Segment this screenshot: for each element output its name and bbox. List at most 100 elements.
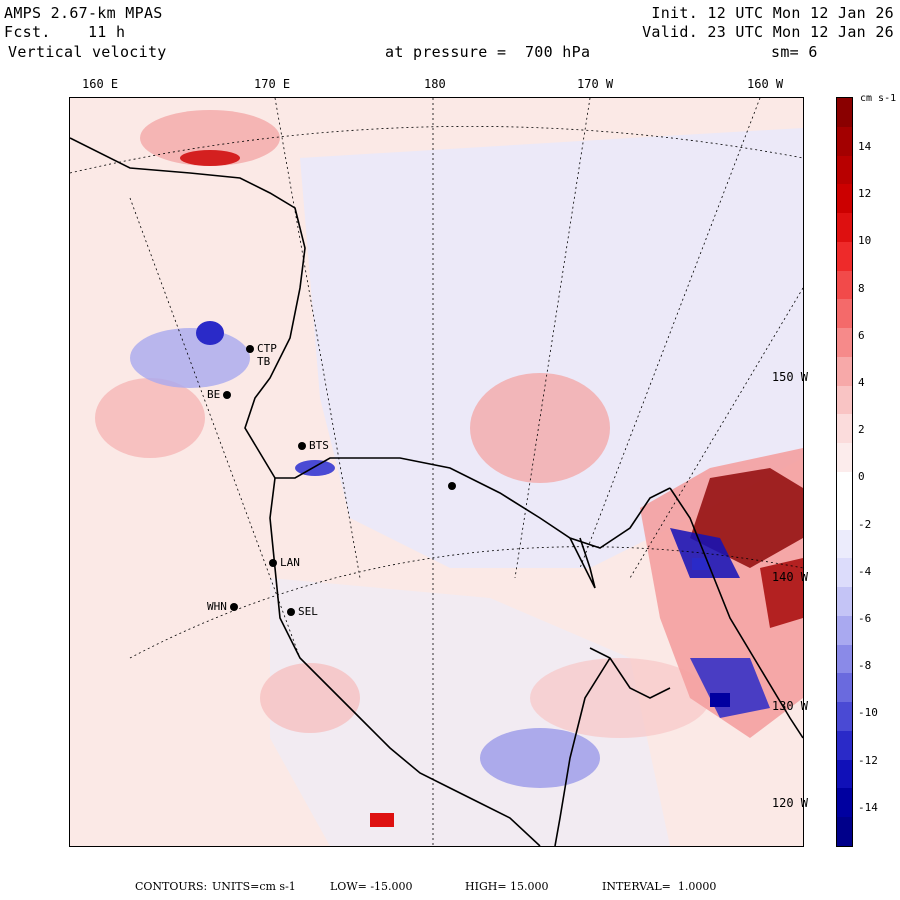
colorbar-segment bbox=[837, 500, 852, 530]
coastline bbox=[70, 137, 803, 846]
lat-label-150w: 150 W bbox=[771, 370, 808, 384]
colorbar-segment bbox=[837, 270, 852, 300]
ascent-box-south bbox=[370, 813, 394, 827]
colorbar-segment bbox=[837, 759, 852, 789]
descent-patch-w bbox=[130, 328, 250, 388]
station-dot bbox=[269, 559, 277, 567]
colorbar-segment bbox=[837, 126, 852, 156]
colorbar-tick-label: 8 bbox=[858, 281, 865, 295]
colorbar-tick-label: 10 bbox=[858, 234, 872, 248]
smoothing: sm= 6 bbox=[771, 43, 818, 61]
colorbar-tick-label: 12 bbox=[858, 187, 872, 201]
colorbar-segment bbox=[837, 241, 852, 271]
strong-descent-w bbox=[196, 321, 224, 345]
colorbar-tick-label: -6 bbox=[858, 612, 872, 625]
low-value: LOW= -15.000 bbox=[330, 880, 413, 893]
station-tb: TB bbox=[257, 355, 271, 368]
pressure-level: at pressure = 700 hPa bbox=[385, 43, 591, 61]
colorbar-segment bbox=[837, 443, 852, 473]
weak-ascent-region bbox=[300, 128, 803, 568]
colorbar-segment bbox=[837, 587, 852, 617]
descent-patch-bts bbox=[295, 460, 335, 476]
lon-label-170w: 170 W bbox=[577, 77, 614, 91]
colorbar-units: cm s-1 bbox=[860, 93, 897, 104]
colorbar-segment bbox=[837, 615, 852, 645]
graticule bbox=[70, 98, 803, 846]
valid-time: Valid. 23 UTC Mon 12 Jan 26 bbox=[642, 23, 894, 41]
ascent-patch-nw bbox=[140, 110, 280, 166]
units-info: UNITS=cm s-1 bbox=[212, 880, 296, 893]
lat-label-130w: 130 W bbox=[771, 699, 808, 713]
field-name: Vertical velocity bbox=[8, 43, 167, 61]
contours-label: CONTOURS: bbox=[135, 880, 208, 893]
colorbar-segment bbox=[837, 788, 852, 818]
high-value: HIGH= 15.000 bbox=[465, 880, 549, 893]
colorbar-tick-label: 14 bbox=[858, 140, 872, 153]
colorbar-segment bbox=[837, 328, 852, 358]
ascent-patch-sw bbox=[260, 663, 360, 733]
descent-box-1 bbox=[692, 558, 710, 570]
colorbar-segment bbox=[837, 356, 852, 386]
strong-descent-southeast bbox=[690, 658, 770, 718]
ascent-patch-s bbox=[530, 658, 710, 738]
colorbar-segment bbox=[837, 299, 852, 329]
colorbar-tick-label: -2 bbox=[858, 517, 872, 531]
station-dot bbox=[223, 391, 232, 399]
station-dot bbox=[298, 442, 306, 450]
colorbar-tick-label: -8 bbox=[858, 659, 872, 673]
colorbar-segment bbox=[837, 98, 852, 127]
colorbar-tick-label: -4 bbox=[858, 564, 872, 578]
colorbar bbox=[836, 97, 853, 847]
colorbar-segment bbox=[837, 702, 852, 732]
lat-label-140w: 140 W bbox=[771, 570, 808, 584]
station-ctp: CTP bbox=[246, 343, 277, 355]
station-sel: SEL bbox=[287, 606, 318, 618]
station-whn: WHN bbox=[207, 601, 241, 613]
station-dot bbox=[246, 345, 254, 353]
station-marker-east bbox=[448, 480, 459, 492]
station-dot bbox=[448, 482, 456, 490]
lon-label-170e: 170 E bbox=[254, 77, 291, 91]
strong-patch-nw bbox=[180, 150, 240, 166]
station-lan: LAN bbox=[269, 557, 300, 569]
colorbar-segment bbox=[837, 472, 852, 501]
colorbar-tick-label: -14 bbox=[858, 800, 878, 814]
colorbar-segment bbox=[837, 213, 852, 243]
lat-label-120w: 120 W bbox=[771, 796, 808, 810]
interval-value: INTERVAL= 1.0000 bbox=[602, 880, 717, 893]
colorbar-segment bbox=[837, 385, 852, 415]
colorbar-segment bbox=[837, 529, 852, 559]
colorbar-segment bbox=[837, 155, 852, 185]
map-panel: CTP TB BE BTS LAN WHN SEL bbox=[69, 97, 804, 847]
ascent-patch-center bbox=[470, 373, 610, 483]
colorbar-segment bbox=[837, 184, 852, 214]
station-be: BE bbox=[207, 389, 234, 401]
lon-label-180: 180 bbox=[424, 77, 446, 91]
colorbar-tick-label: -12 bbox=[858, 753, 878, 767]
colorbar-segment bbox=[837, 644, 852, 674]
colorbar-segment bbox=[837, 817, 852, 847]
colorbar-segment bbox=[837, 673, 852, 703]
colorbar-tick-label: -10 bbox=[858, 706, 878, 720]
colorbar-segment bbox=[837, 558, 852, 588]
colorbar-tick-label: 4 bbox=[858, 376, 865, 389]
strong-descent-east bbox=[670, 528, 740, 578]
station-dot bbox=[229, 603, 238, 611]
colorbar-tick-label: 0 bbox=[858, 470, 865, 484]
ascent-patch-w bbox=[95, 378, 205, 458]
descent-patch-s bbox=[480, 728, 600, 788]
vertical-velocity-map bbox=[70, 98, 803, 846]
init-time: Init. 12 UTC Mon 12 Jan 26 bbox=[651, 4, 894, 22]
station-dot bbox=[287, 608, 295, 616]
lon-label-160w: 160 W bbox=[747, 77, 784, 91]
model-title: AMPS 2.67-km MPAS bbox=[4, 4, 163, 22]
colorbar-tick-label: 6 bbox=[858, 328, 865, 342]
forecast-hour: Fcst. 11 h bbox=[4, 23, 126, 41]
station-bts: BTS bbox=[298, 440, 329, 452]
colorbar-segment bbox=[837, 730, 852, 760]
colorbar-tick-label: 2 bbox=[858, 423, 865, 437]
colorbar-segment bbox=[837, 414, 852, 444]
descent-box-2 bbox=[710, 693, 730, 707]
lon-label-160e: 160 E bbox=[82, 77, 119, 91]
strong-ascent-east-2 bbox=[760, 558, 803, 628]
